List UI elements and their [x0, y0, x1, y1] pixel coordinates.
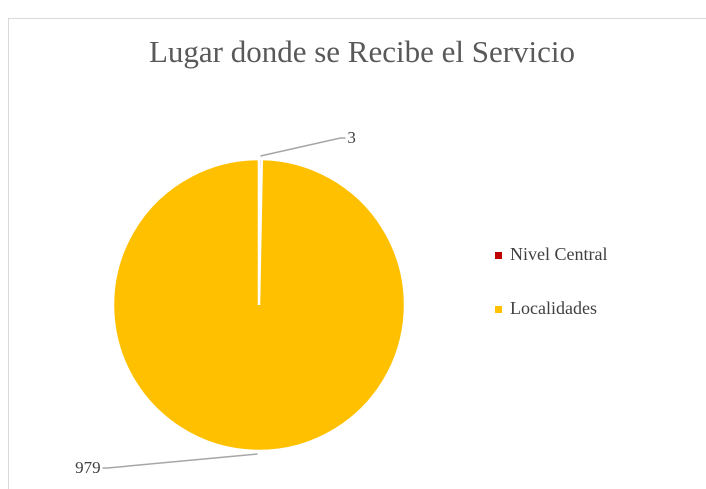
data-label: 979 — [75, 458, 101, 477]
legend-marker — [495, 306, 502, 313]
leader-line — [102, 453, 258, 469]
pie-slice — [111, 157, 407, 453]
legend-marker — [495, 252, 502, 259]
legend-label: Nivel Central — [510, 244, 607, 264]
chart-title: Lugar donde se Recibe el Servicio — [149, 34, 575, 69]
data-label: 3 — [347, 128, 356, 147]
legend-label: Localidades — [510, 298, 597, 318]
leader-line — [260, 137, 346, 157]
